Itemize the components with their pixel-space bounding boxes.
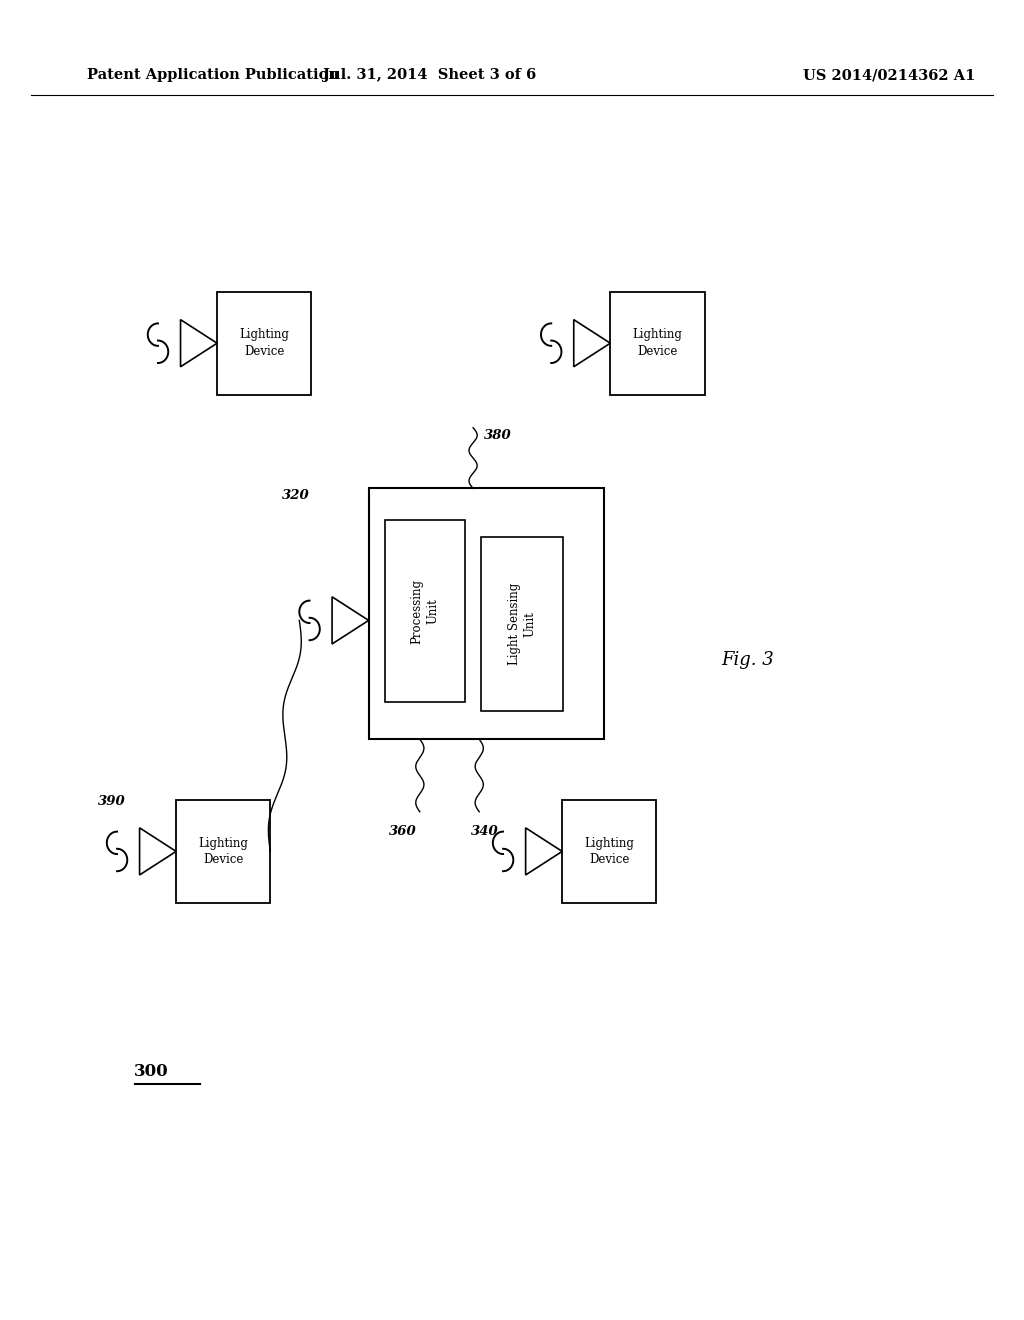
Text: Lighting
Device: Lighting Device [585, 837, 634, 866]
Text: 300: 300 [134, 1064, 169, 1080]
Text: 320: 320 [282, 488, 309, 502]
Text: Lighting
Device: Lighting Device [240, 329, 289, 358]
Bar [385, 520, 465, 702]
Bar [610, 292, 705, 395]
Polygon shape [180, 319, 217, 367]
Text: Patent Application Publication: Patent Application Publication [87, 69, 339, 82]
Polygon shape [332, 597, 369, 644]
Text: Light Sensing
Unit: Light Sensing Unit [508, 583, 537, 665]
Text: 390: 390 [97, 795, 126, 808]
Text: 380: 380 [484, 429, 512, 442]
Polygon shape [139, 828, 176, 875]
Bar [562, 800, 656, 903]
Text: 360: 360 [388, 825, 417, 838]
Bar [481, 537, 563, 711]
Text: Processing
Unit: Processing Unit [411, 578, 439, 644]
Text: 340: 340 [471, 825, 499, 838]
Text: Jul. 31, 2014  Sheet 3 of 6: Jul. 31, 2014 Sheet 3 of 6 [324, 69, 537, 82]
Text: Lighting
Device: Lighting Device [199, 837, 248, 866]
Bar [176, 800, 270, 903]
Polygon shape [573, 319, 610, 367]
Text: Lighting
Device: Lighting Device [633, 329, 682, 358]
Bar [217, 292, 311, 395]
Bar [369, 488, 604, 739]
Text: Fig. 3: Fig. 3 [721, 651, 774, 669]
Polygon shape [525, 828, 562, 875]
Text: US 2014/0214362 A1: US 2014/0214362 A1 [803, 69, 975, 82]
